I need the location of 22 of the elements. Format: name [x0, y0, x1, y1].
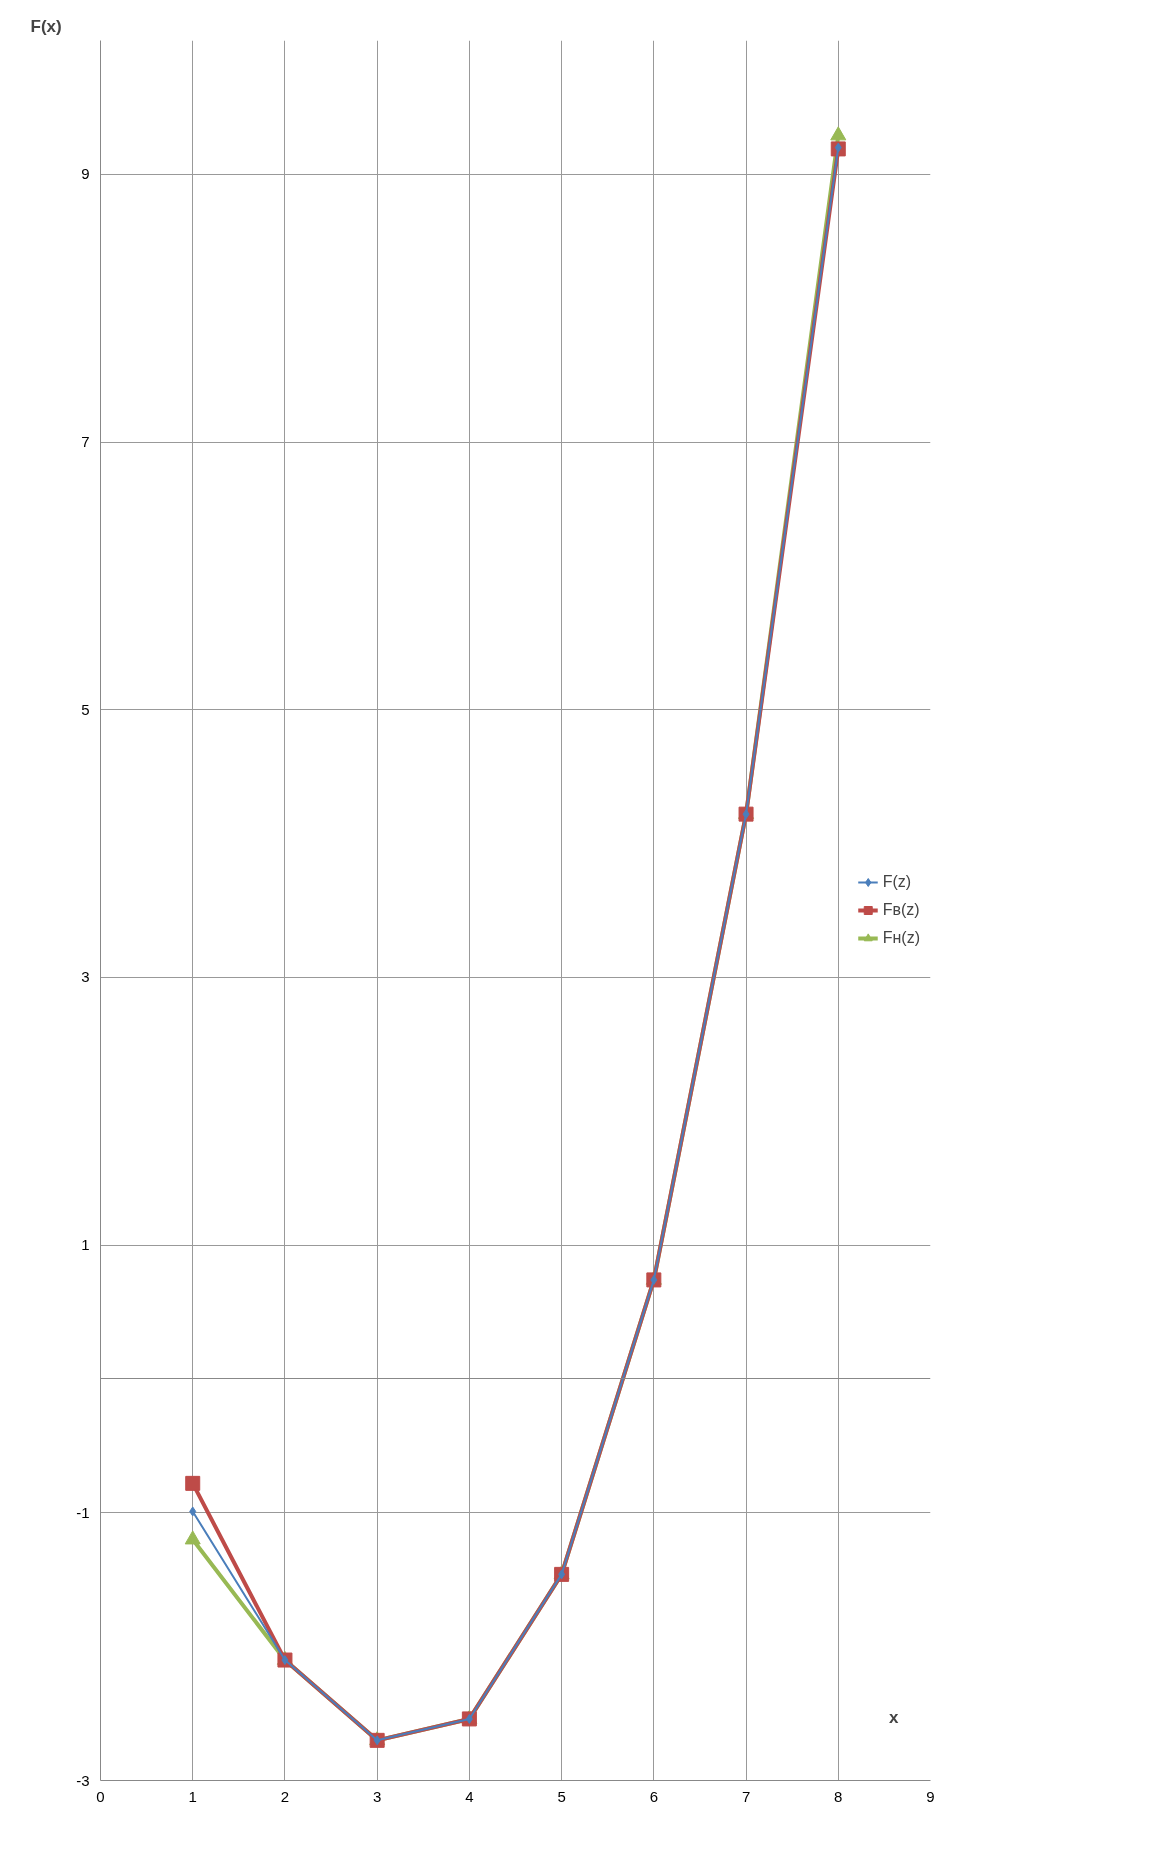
x-tick-label: 8	[834, 1787, 843, 1805]
x-tick-label: 4	[465, 1787, 474, 1805]
x-tick-label: 1	[188, 1787, 197, 1805]
x-tick-label: 7	[741, 1787, 751, 1805]
x-tick-label: 3	[373, 1787, 382, 1805]
x-tick-label: 5	[557, 1787, 566, 1805]
y-tick-label: 1	[81, 1236, 90, 1254]
y-tick-label: 3	[81, 968, 90, 986]
legend-label: Fн(z)	[882, 929, 920, 947]
x-axis-title: x	[889, 1707, 899, 1727]
y-tick-label: 9	[81, 165, 90, 183]
x-tick-label: 2	[280, 1787, 290, 1805]
y-tick-label: 5	[81, 700, 90, 718]
y-axis-title: F(x)	[30, 16, 62, 36]
legend-label: Fв(z)	[882, 901, 920, 919]
x-tick-label: 9	[926, 1787, 935, 1805]
y-tick-label: -1	[76, 1503, 90, 1521]
x-tick-label: 0	[96, 1787, 105, 1805]
y-tick-label: -3	[76, 1771, 90, 1789]
y-tick-label: 7	[81, 433, 90, 451]
legend-label: F(z)	[882, 873, 912, 891]
x-tick-label: 6	[649, 1787, 659, 1805]
